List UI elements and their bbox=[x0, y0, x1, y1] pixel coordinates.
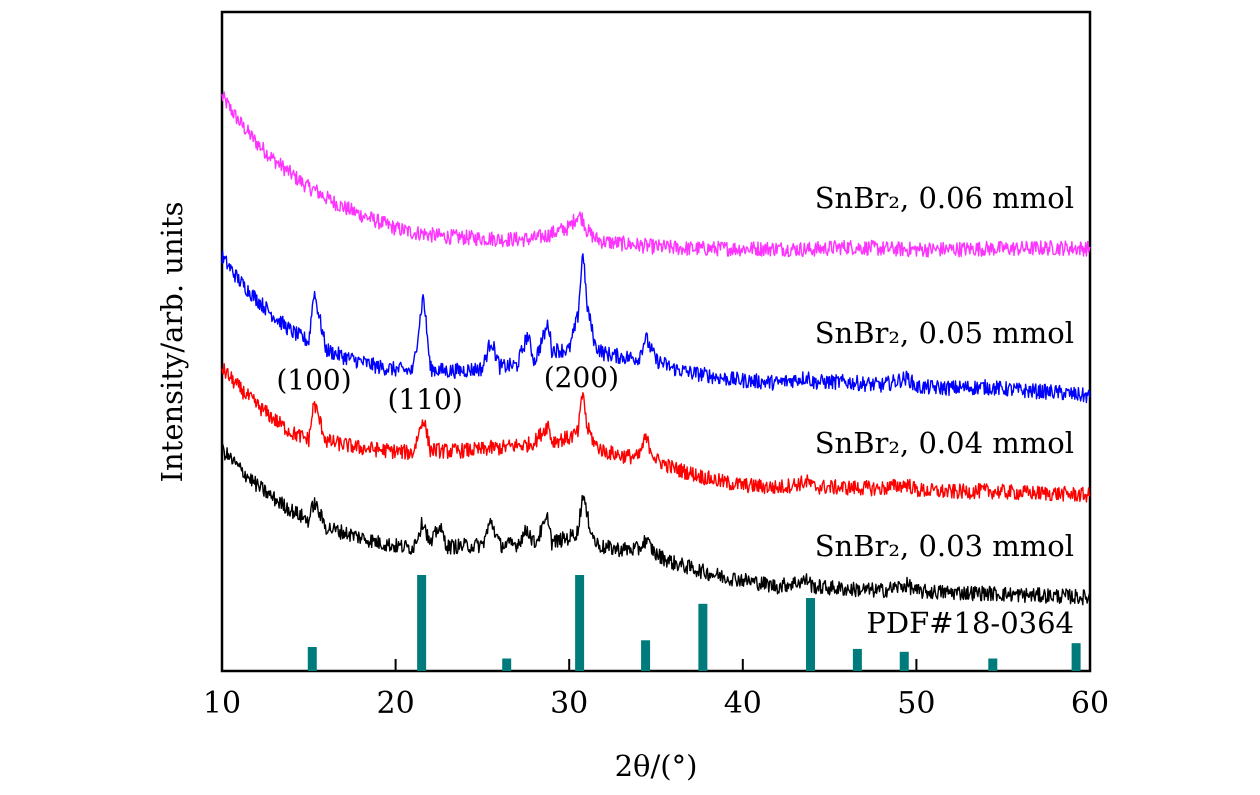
x-tick-label: 20 bbox=[377, 686, 415, 721]
series-label: SnBr₂, 0.04 mmol bbox=[815, 426, 1074, 460]
peak-annotation: (110) bbox=[387, 383, 462, 416]
series-line bbox=[221, 250, 1091, 404]
reference-pattern bbox=[307, 575, 1081, 671]
reference-stick bbox=[417, 575, 427, 671]
series-label: SnBr₂, 0.03 mmol bbox=[815, 529, 1074, 563]
reference-stick bbox=[852, 648, 862, 671]
series-line bbox=[221, 443, 1091, 606]
x-tick-label: 10 bbox=[203, 686, 241, 721]
reference-stick bbox=[806, 598, 816, 671]
reference-stick bbox=[575, 575, 585, 671]
x-axis-title: 2θ/(°) bbox=[615, 749, 698, 783]
series-lines bbox=[221, 91, 1091, 606]
reference-stick bbox=[899, 651, 909, 671]
reference-stick bbox=[307, 647, 317, 671]
y-axis-title: Intensity/arb. units bbox=[155, 202, 189, 483]
x-tick-label: 60 bbox=[1071, 686, 1109, 721]
series-labels: SnBr₂, 0.06 mmol SnBr₂, 0.05 mmol SnBr₂, 0… bbox=[815, 181, 1074, 563]
series-line bbox=[221, 363, 1091, 503]
reference-stick bbox=[502, 658, 512, 671]
reference-stick bbox=[698, 603, 708, 671]
series-label: SnBr₂, 0.05 mmol bbox=[815, 316, 1074, 350]
x-axis-ticks: 10 20 30 40 50 60 bbox=[203, 659, 1109, 721]
peak-annotation: (100) bbox=[276, 364, 351, 397]
x-tick-label: 50 bbox=[897, 686, 935, 721]
reference-stick bbox=[988, 658, 998, 671]
x-tick-label: 30 bbox=[550, 686, 588, 721]
peak-annotation: (200) bbox=[544, 361, 619, 394]
reference-stick bbox=[641, 640, 651, 671]
peak-annotations: (100) (110) (200) bbox=[276, 361, 619, 416]
plot-frame bbox=[220, 10, 1092, 673]
reference-stick bbox=[1071, 643, 1081, 671]
reference-label: PDF#18-0364 bbox=[866, 606, 1074, 640]
series-label: SnBr₂, 0.06 mmol bbox=[815, 181, 1074, 215]
series-line bbox=[221, 91, 1091, 258]
x-tick-label: 40 bbox=[724, 686, 762, 721]
